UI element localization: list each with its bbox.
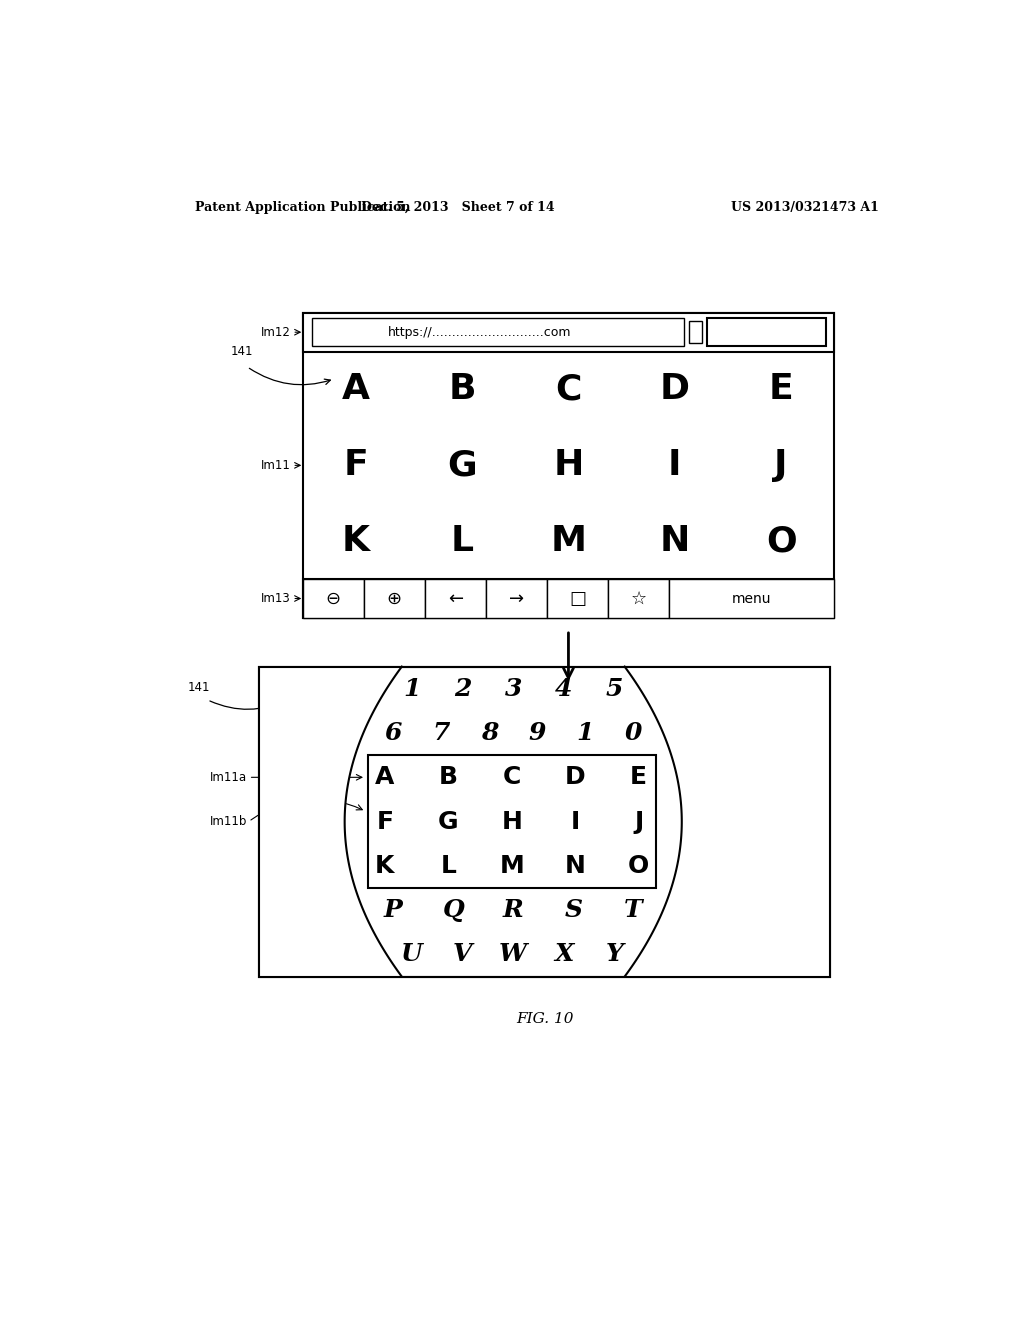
Text: U: U [401, 942, 423, 966]
Text: R: R [503, 898, 523, 923]
Text: 2: 2 [454, 677, 471, 701]
Text: 141: 141 [187, 681, 210, 694]
Text: B: B [439, 766, 458, 789]
Bar [303, 313, 835, 351]
Text: Y: Y [605, 942, 624, 966]
Text: N: N [565, 854, 586, 878]
Text: Q: Q [442, 898, 464, 923]
Text: H: H [502, 809, 522, 834]
Polygon shape [259, 667, 401, 977]
Text: I: I [668, 449, 682, 482]
Bar [368, 755, 656, 888]
Text: S: S [564, 898, 583, 923]
Bar [486, 579, 547, 618]
Bar [608, 579, 670, 618]
Text: X: X [554, 942, 573, 966]
Bar [364, 579, 425, 618]
Text: →: → [509, 590, 524, 607]
Text: 3: 3 [505, 677, 522, 701]
Text: Im11: Im11 [261, 459, 291, 471]
Text: 0: 0 [625, 721, 642, 744]
Text: Patent Application Publication: Patent Application Publication [196, 201, 411, 214]
Text: P: P [384, 898, 402, 923]
Text: A: A [342, 372, 370, 407]
Text: FIG. 10: FIG. 10 [516, 1012, 573, 1026]
Text: V: V [453, 942, 472, 966]
Text: 8: 8 [480, 721, 498, 744]
Text: G: G [438, 809, 459, 834]
Text: K: K [375, 854, 394, 878]
Text: J: J [774, 449, 787, 482]
Text: J: J [634, 809, 643, 834]
Text: ⊖: ⊖ [326, 590, 341, 607]
Text: F: F [343, 449, 369, 482]
Text: C: C [503, 766, 521, 789]
Text: Dec. 5, 2013   Sheet 7 of 14: Dec. 5, 2013 Sheet 7 of 14 [360, 201, 554, 214]
Text: H: H [553, 449, 584, 482]
Polygon shape [625, 667, 830, 977]
Text: N: N [659, 524, 690, 558]
Text: □: □ [569, 590, 587, 607]
Text: O: O [766, 524, 797, 558]
Text: Im11b: Im11b [210, 816, 247, 828]
Text: D: D [659, 372, 690, 407]
Bar [312, 318, 684, 346]
Bar [303, 579, 364, 618]
Text: I: I [570, 809, 580, 834]
Text: 9: 9 [528, 721, 546, 744]
Text: E: E [769, 372, 794, 407]
Bar [303, 579, 835, 618]
Text: M: M [551, 524, 587, 558]
Text: 7: 7 [432, 721, 450, 744]
Text: L: L [440, 854, 457, 878]
Bar [259, 667, 830, 977]
Text: O: O [628, 854, 649, 878]
Text: 4: 4 [555, 677, 572, 701]
Bar [707, 318, 826, 346]
Bar [670, 579, 835, 618]
Text: US 2013/0321473 A1: US 2013/0321473 A1 [731, 201, 879, 214]
Text: D: D [565, 766, 586, 789]
Bar [689, 321, 701, 343]
Text: F: F [377, 809, 393, 834]
Text: ←: ← [447, 590, 463, 607]
Bar [259, 667, 830, 977]
Text: K: K [342, 524, 370, 558]
Text: ⊕: ⊕ [387, 590, 401, 607]
Text: https://............................com: https://............................com [388, 326, 571, 339]
Text: 1: 1 [403, 677, 421, 701]
Text: Im13: Im13 [261, 591, 291, 605]
Text: E: E [630, 766, 647, 789]
Text: Im12: Im12 [261, 326, 291, 339]
Text: L: L [451, 524, 474, 558]
Text: W: W [499, 942, 527, 966]
Bar [303, 313, 835, 618]
Text: menu: menu [732, 591, 772, 606]
Bar [425, 579, 486, 618]
Bar [547, 579, 608, 618]
Text: B: B [449, 372, 476, 407]
Text: 141: 141 [231, 345, 254, 358]
Text: C: C [555, 372, 582, 407]
Text: G: G [447, 449, 477, 482]
Text: 6: 6 [385, 721, 402, 744]
Text: 5: 5 [606, 677, 624, 701]
Text: A: A [375, 766, 394, 789]
Text: T: T [624, 898, 642, 923]
Text: Im11a: Im11a [210, 771, 247, 784]
Text: ☆: ☆ [631, 590, 647, 607]
Text: M: M [500, 854, 524, 878]
Text: 1: 1 [577, 721, 594, 744]
